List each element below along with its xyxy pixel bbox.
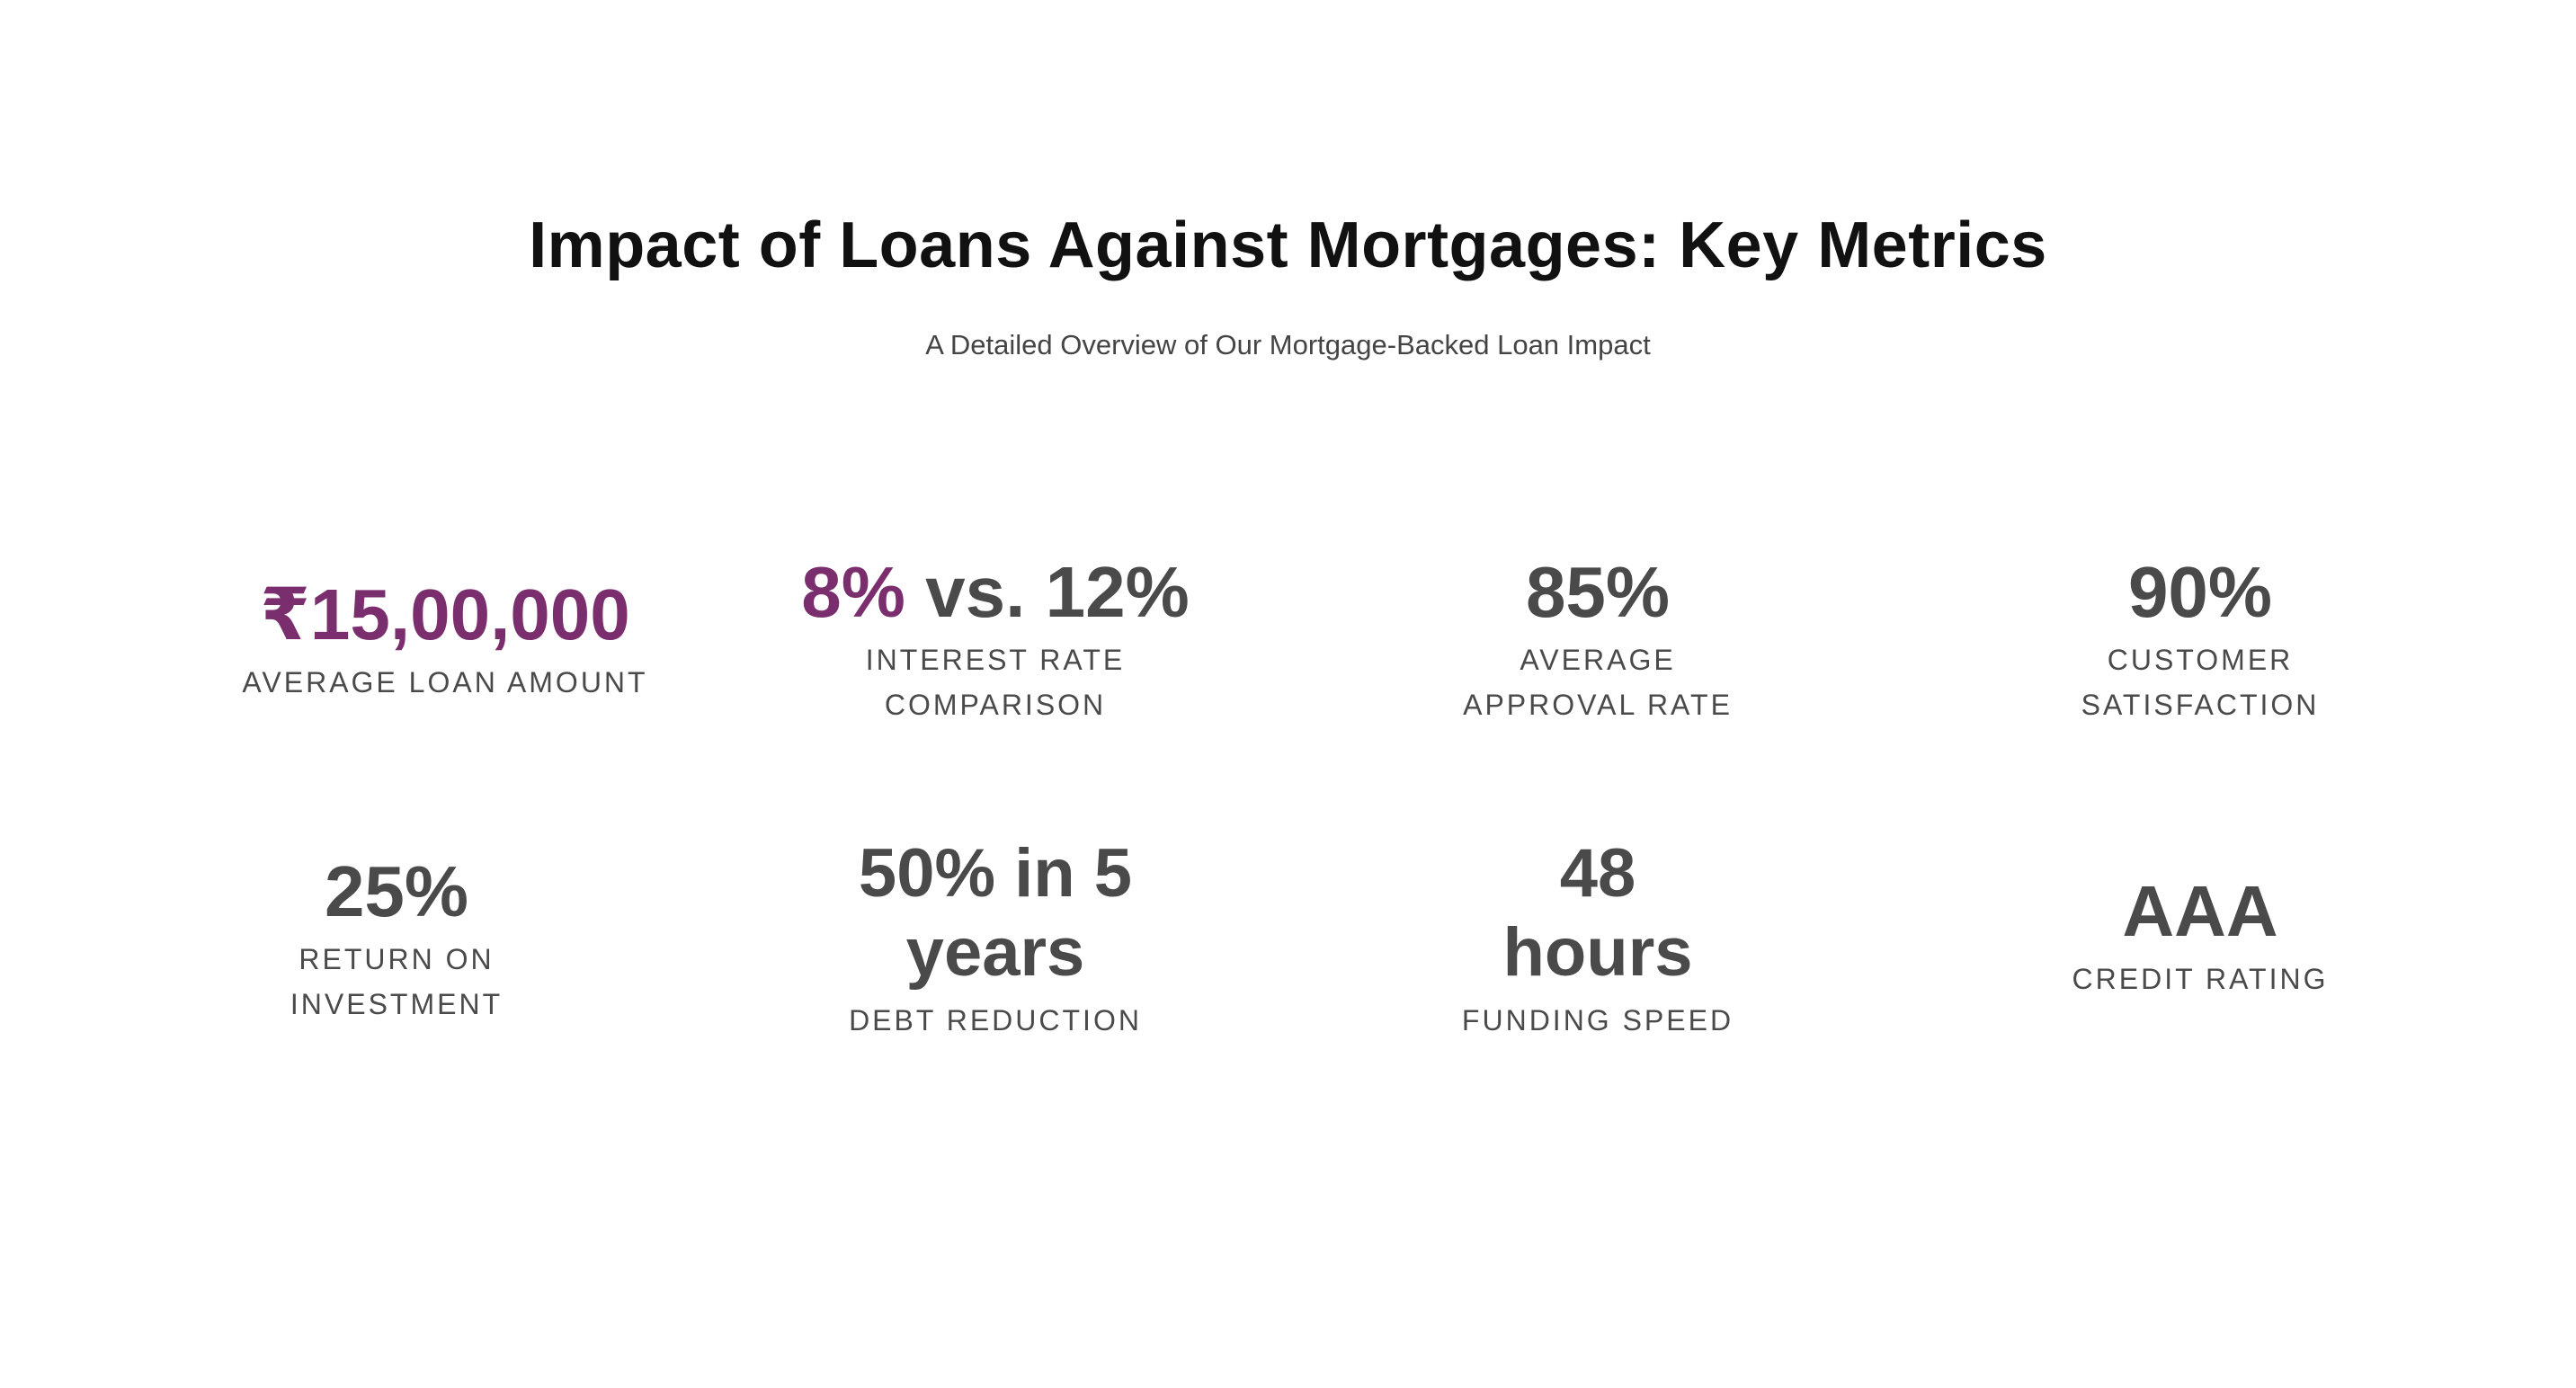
metric-label: CREDIT RATING: [2072, 963, 2329, 995]
metric-average-loan-amount: ₹15,00,000 AVERAGE LOAN AMOUNT: [166, 575, 724, 705]
metric-value: AAA: [2122, 871, 2278, 951]
metric-debt-reduction: 50% in 5 years DEBT REDUCTION: [717, 834, 1274, 1043]
page-title: Impact of Loans Against Mortgages: Key M…: [529, 209, 2047, 281]
metric-label-line-2: COMPARISON: [884, 689, 1107, 721]
metric-label-line-2: INVESTMENT: [290, 988, 504, 1020]
metric-label-line-2: APPROVAL RATE: [1463, 689, 1733, 721]
metric-label: FUNDING SPEED: [1461, 1004, 1734, 1037]
metric-label-line-1: INTEREST RATE: [865, 644, 1126, 676]
metric-label-line-1: AVERAGE: [1520, 644, 1676, 676]
metric-funding-speed: 48 hours FUNDING SPEED: [1319, 834, 1876, 1043]
metric-label: AVERAGE LOAN AMOUNT: [242, 666, 648, 698]
metric-value-line-1: 50% in 5: [858, 835, 1133, 912]
metric-credit-rating: AAA CREDIT RATING: [1921, 872, 2479, 1001]
metric-label-line-1: CUSTOMER: [2107, 644, 2294, 676]
metric-value-line-2: hours: [1502, 914, 1693, 991]
metric-value-rest: vs. 12%: [905, 552, 1190, 632]
metric-value-line-2: years: [905, 914, 1085, 991]
metric-value: 85%: [1525, 552, 1671, 632]
metric-value: 8% vs. 12%: [717, 553, 1274, 632]
metric-return-on-investment: 25% RETURN ON INVESTMENT: [118, 852, 675, 1027]
page-subtitle: A Detailed Overview of Our Mortgage-Back…: [925, 329, 1651, 360]
metric-value: 25%: [324, 851, 469, 931]
metric-value: ₹15,00,000: [260, 574, 630, 654]
metric-value-line-1: 48: [1559, 835, 1636, 912]
metric-value-highlight: 8%: [801, 552, 905, 632]
metric-label: DEBT REDUCTION: [849, 1004, 1142, 1037]
metric-customer-satisfaction: 90% CUSTOMER SATISFACTION: [1921, 553, 2479, 727]
metric-average-approval-rate: 85% AVERAGE APPROVAL RATE: [1319, 553, 1876, 727]
metric-label-line-1: RETURN ON: [299, 943, 495, 975]
metric-label-line-2: SATISFACTION: [2081, 689, 2320, 721]
metric-value: 90%: [2127, 552, 2273, 632]
metric-interest-rate-comparison: 8% vs. 12% INTEREST RATE COMPARISON: [717, 553, 1274, 727]
